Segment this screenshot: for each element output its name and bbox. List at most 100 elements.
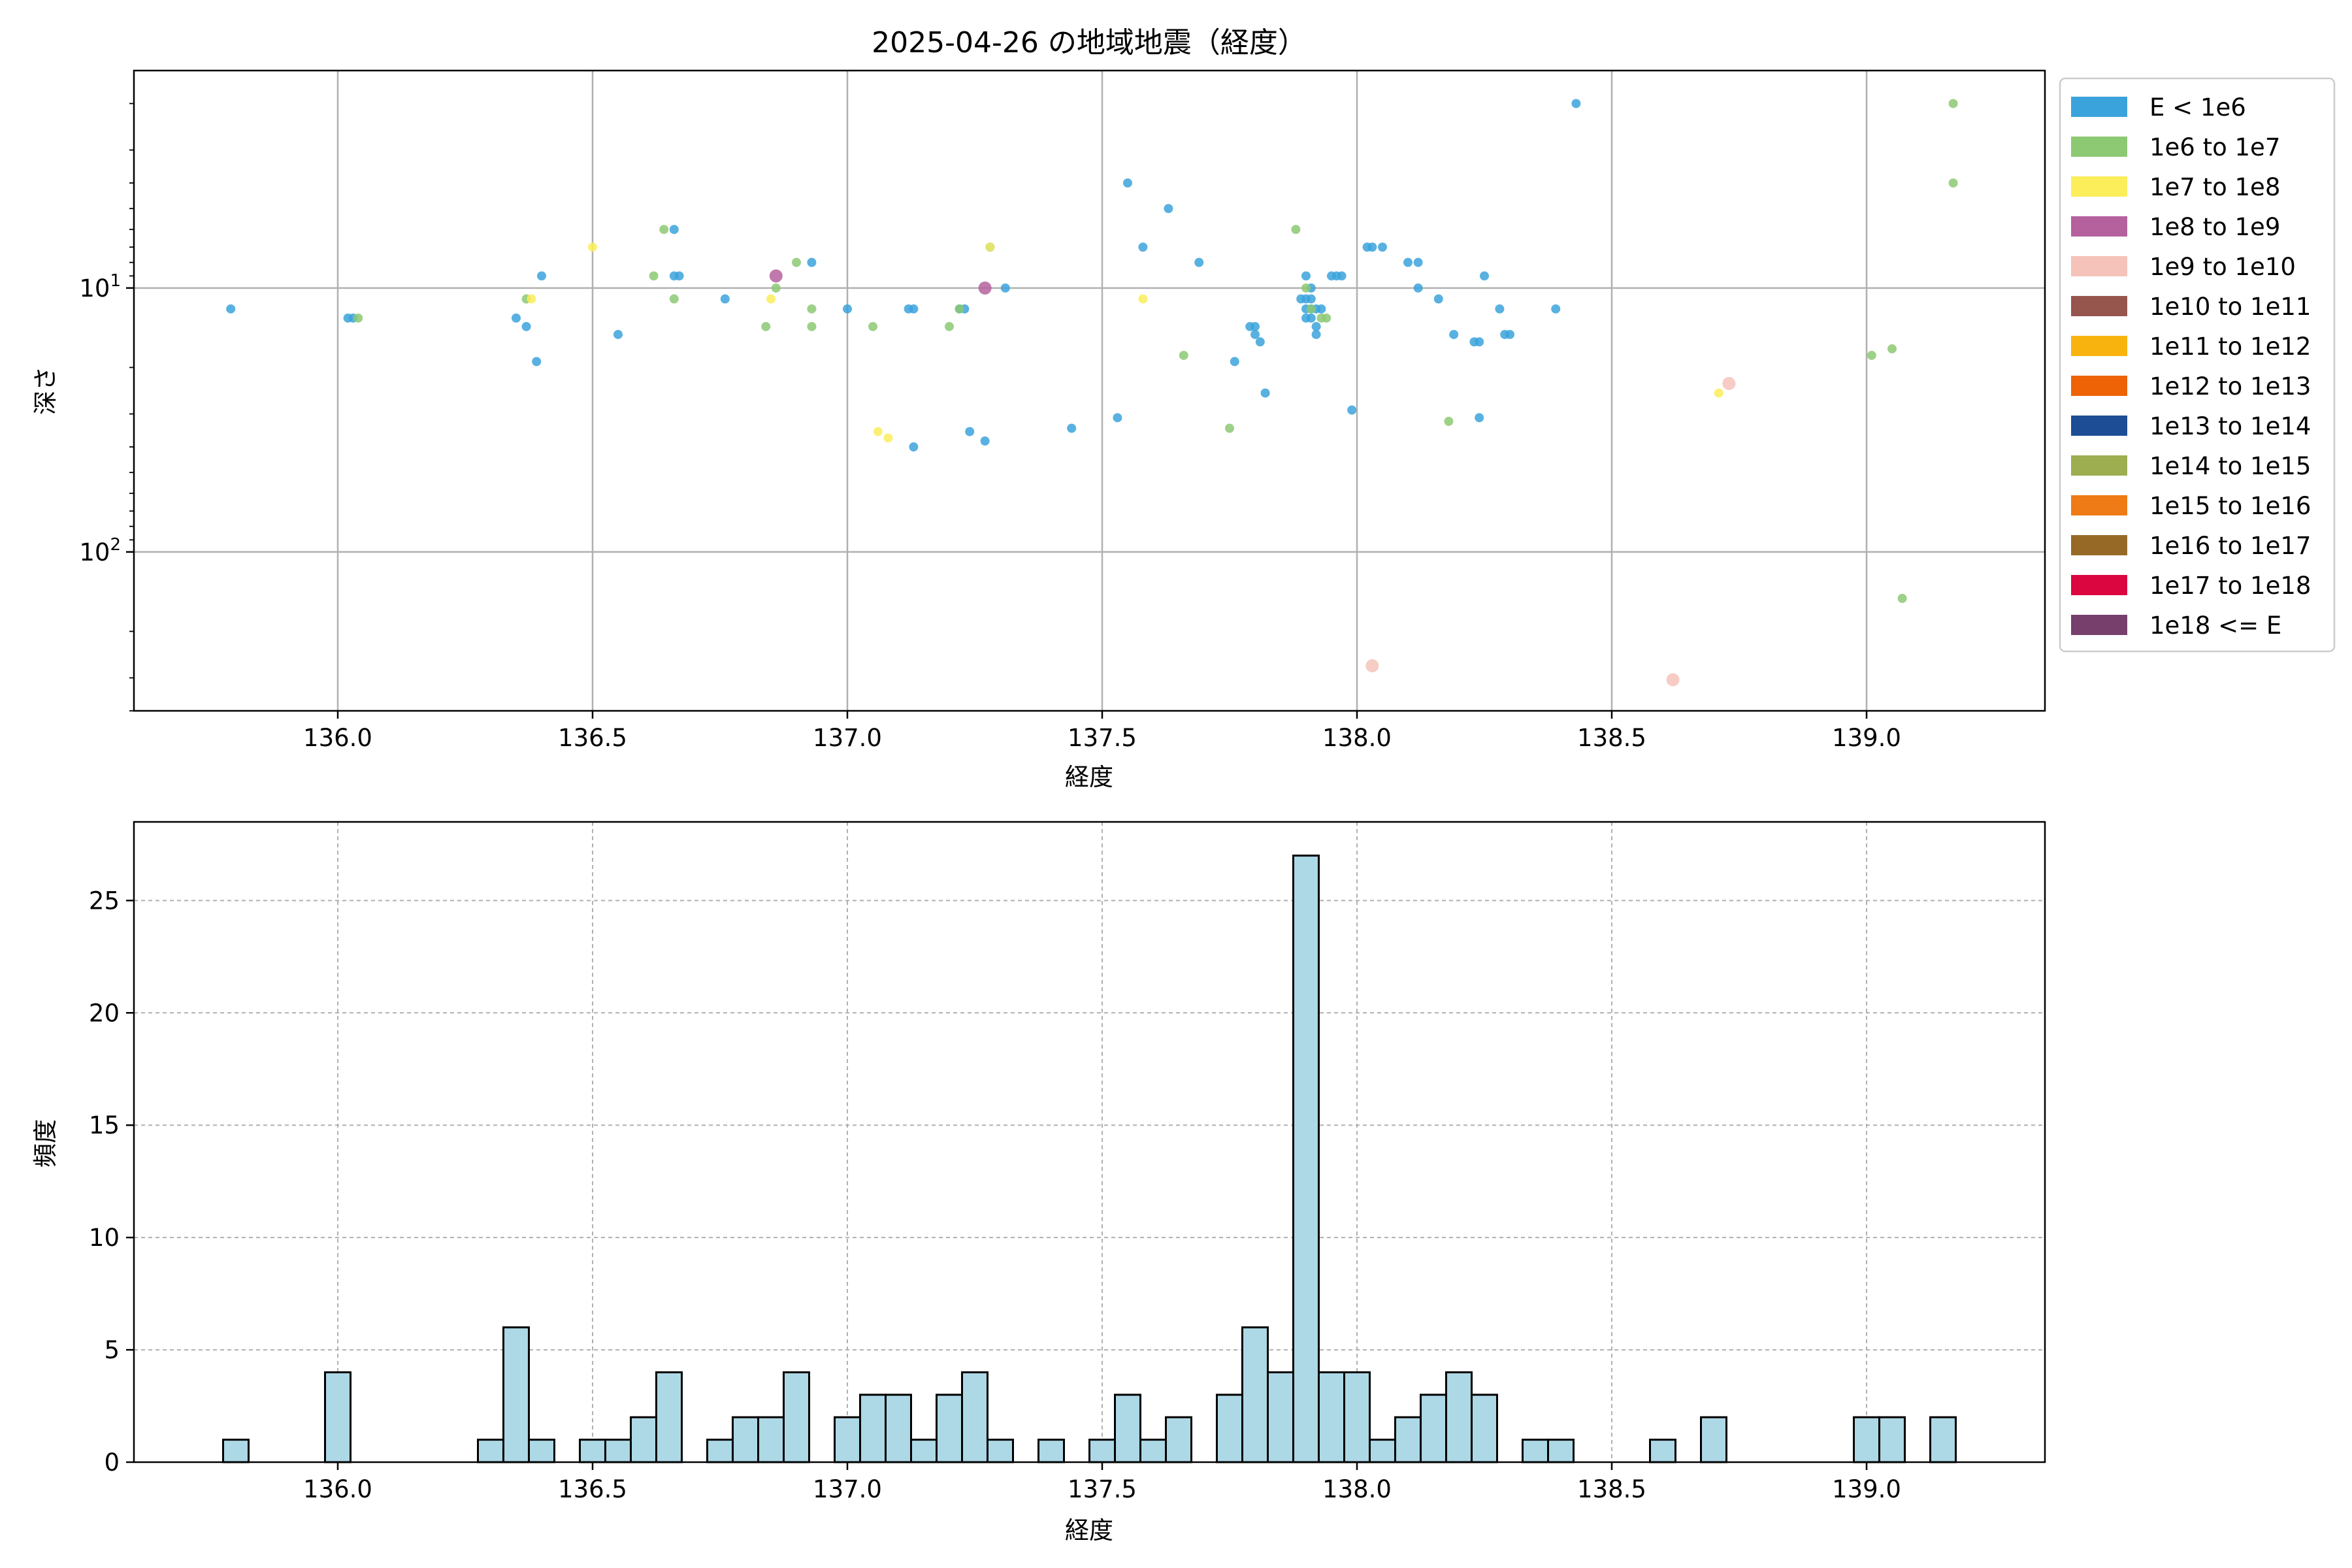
histogram-bar <box>757 1416 785 1463</box>
scatter-y-axis-label: 深さ <box>31 367 59 415</box>
scatter-point <box>1948 99 1958 108</box>
scatter-point <box>613 329 623 339</box>
scatter-point <box>807 304 817 314</box>
legend-swatch <box>2071 137 2127 157</box>
histogram-bar <box>1471 1394 1498 1463</box>
scatter-x-tick-label: 137.5 <box>1068 724 1137 752</box>
legend-label: 1e6 to 1e7 <box>2149 133 2280 161</box>
legend-label: 1e12 to 1e13 <box>2149 372 2311 400</box>
histogram-y-axis-label: 頻度 <box>31 1119 59 1168</box>
scatter-point <box>955 304 964 314</box>
legend-label: 1e7 to 1e8 <box>2149 173 2280 201</box>
legend-swatch <box>2071 495 2127 515</box>
scatter-point <box>1444 416 1454 426</box>
scatter-point <box>945 321 954 331</box>
histogram-bar <box>783 1371 810 1463</box>
scatter-point <box>1123 178 1132 188</box>
scatter-point <box>883 433 893 443</box>
scatter-point <box>1306 294 1316 304</box>
scatter-point <box>1301 271 1311 281</box>
scatter-point <box>1113 413 1122 423</box>
histogram-bar <box>1037 1439 1065 1463</box>
scatter-plot-frame <box>133 69 2046 712</box>
histogram-bar <box>655 1371 683 1463</box>
legend-swatch <box>2071 615 2127 635</box>
histogram-bar <box>834 1416 861 1463</box>
histogram-bar <box>1878 1416 1906 1463</box>
scatter-point <box>1722 376 1736 390</box>
scatter-point <box>532 357 542 367</box>
scatter-point <box>1337 271 1347 281</box>
histogram-bar <box>1139 1439 1167 1463</box>
histogram-bar <box>1445 1371 1473 1463</box>
histogram-bar <box>987 1439 1014 1463</box>
histogram-bar <box>579 1439 606 1463</box>
histogram-bar <box>961 1371 988 1463</box>
scatter-point <box>1887 344 1897 353</box>
legend-label: 1e14 to 1e15 <box>2149 452 2311 480</box>
scatter-point <box>1480 271 1489 281</box>
histogram-bar <box>1547 1439 1575 1463</box>
legend-label: 1e9 to 1e10 <box>2149 253 2296 281</box>
legend-label: 1e16 to 1e17 <box>2149 532 2311 560</box>
scatter-point <box>1495 304 1505 314</box>
histogram-y-tick-label: 0 <box>104 1448 120 1477</box>
histogram-bar <box>1700 1416 1727 1463</box>
scatter-point <box>669 271 679 281</box>
scatter-point <box>1067 423 1077 433</box>
legend: E < 1e6 1e6 to 1e7 1e7 to 1e8 1e8 to 1e9 1e9… <box>2059 77 2336 653</box>
scatter-point <box>512 313 521 323</box>
scatter-point <box>1403 257 1413 267</box>
scatter-point <box>1378 242 1387 252</box>
scatter-point <box>807 257 817 267</box>
histogram-bar <box>732 1416 759 1463</box>
scatter-point <box>659 225 669 235</box>
histogram-x-tick-label: 136.0 <box>303 1475 372 1503</box>
scatter-point <box>1475 413 1484 423</box>
scatter-point <box>1413 283 1423 293</box>
histogram-y-tick-label: 5 <box>104 1336 120 1364</box>
histogram-x-tick-label: 136.5 <box>558 1475 627 1503</box>
histogram-bar <box>1114 1394 1141 1463</box>
histogram-bar <box>477 1439 504 1463</box>
scatter-point <box>649 271 659 281</box>
histogram-bar <box>1292 855 1320 1463</box>
scatter-point <box>761 321 771 331</box>
scatter-point <box>1179 350 1188 360</box>
scatter-point <box>1365 659 1379 673</box>
scatter-point <box>1433 294 1443 304</box>
histogram-plot-background <box>134 822 2045 1462</box>
histogram-x-tick-label: 137.5 <box>1068 1475 1137 1503</box>
legend-items: E < 1e6 1e6 to 1e7 1e7 to 1e8 1e8 to 1e9 1e9… <box>2071 93 2311 640</box>
scatter-point <box>1138 242 1148 252</box>
histogram-bar <box>936 1394 963 1463</box>
legend-swatch <box>2071 296 2127 316</box>
legend-swatch <box>2071 575 2127 595</box>
legend-label: 1e10 to 1e11 <box>2149 293 2311 321</box>
histogram-bar <box>1088 1439 1116 1463</box>
scatter-point <box>1714 388 1723 398</box>
legend-label: 1e17 to 1e18 <box>2149 572 2311 600</box>
histogram-plot-frame <box>133 821 2046 1463</box>
scatter-point <box>1138 294 1148 304</box>
scatter-point <box>1367 242 1377 252</box>
scatter-point <box>669 225 679 235</box>
histogram-bar <box>706 1439 734 1463</box>
scatter-point <box>769 269 783 283</box>
histogram-bar <box>1853 1416 1880 1463</box>
scatter-x-tick-label: 137.0 <box>813 724 882 752</box>
scatter-point <box>909 304 919 314</box>
scatter-point <box>985 242 995 252</box>
legend-swatch <box>2071 216 2127 237</box>
legend-swatch <box>2071 376 2127 396</box>
histogram-bar <box>1318 1371 1345 1463</box>
scatter-x-tick-label: 136.0 <box>303 724 372 752</box>
scatter-point <box>1255 337 1265 347</box>
scatter-y-tick-exponent: 2 <box>110 535 121 555</box>
histogram-bar <box>324 1371 351 1463</box>
scatter-plot-background <box>134 71 2045 711</box>
scatter-point <box>766 294 776 304</box>
histogram-bar <box>1649 1439 1676 1463</box>
scatter-point <box>909 442 919 452</box>
scatter-x-tick-label: 139.0 <box>1832 724 1901 752</box>
